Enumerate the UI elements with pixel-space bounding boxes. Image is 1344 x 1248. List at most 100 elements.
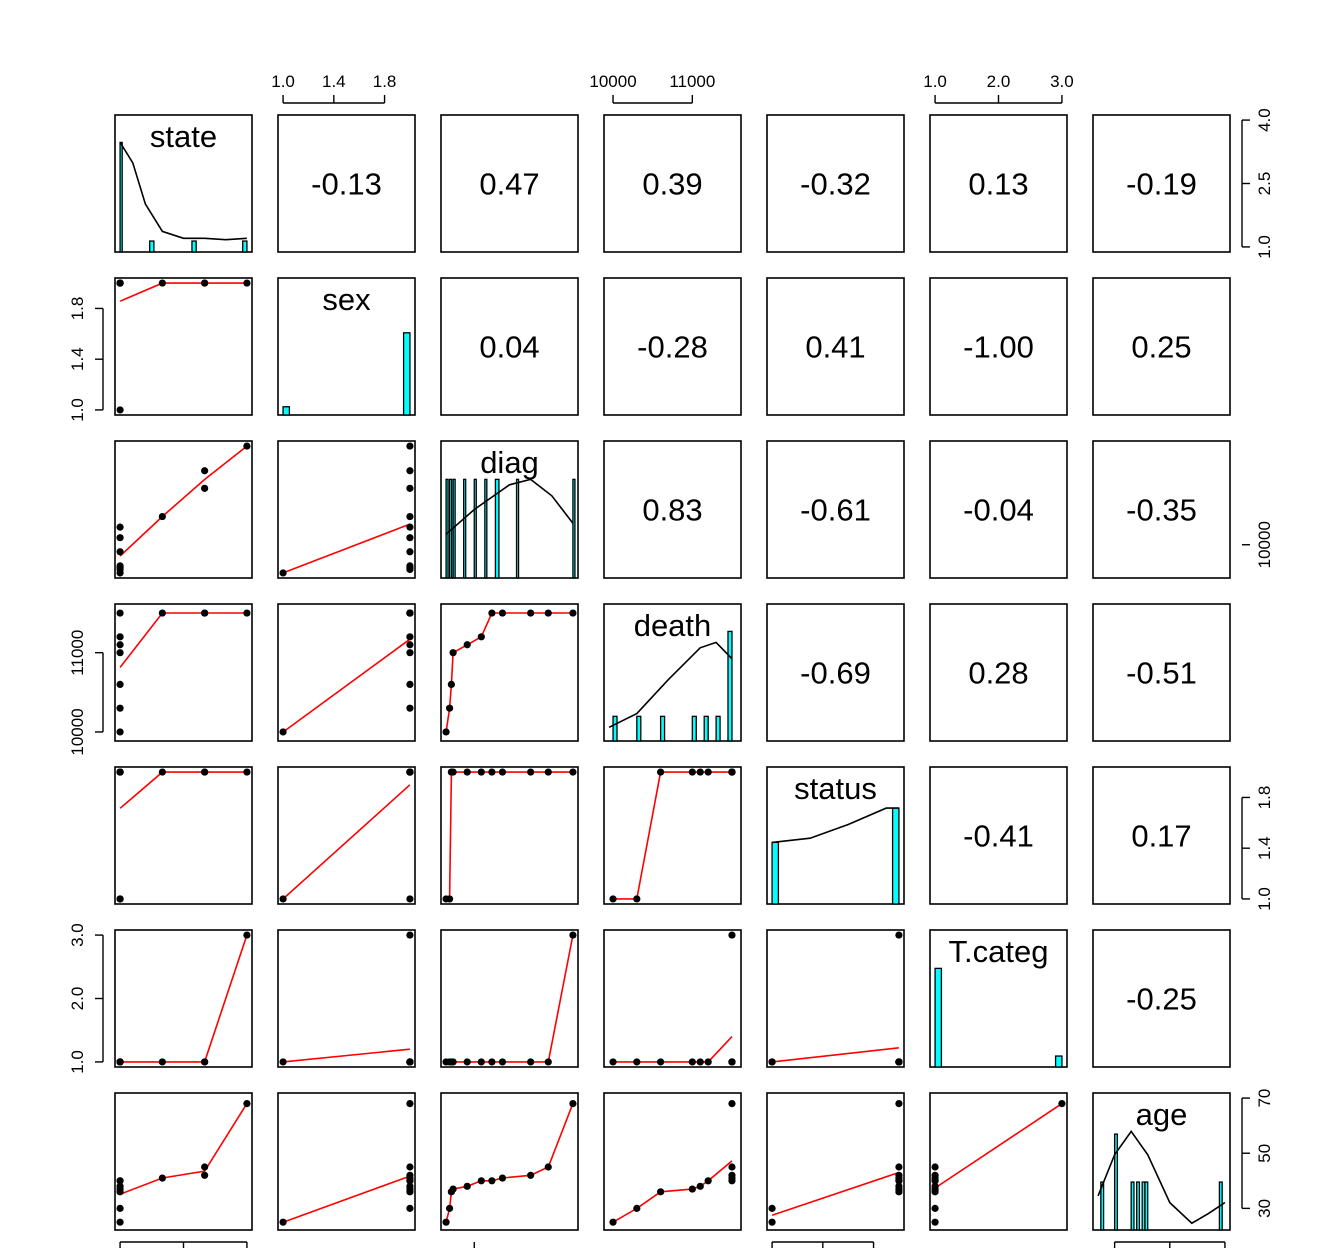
data-point: [609, 895, 617, 903]
panel-sex-sex: sex: [277, 277, 416, 416]
data-point: [477, 1177, 485, 1185]
panel-frame: [766, 114, 905, 253]
data-point: [463, 768, 471, 776]
data-point: [279, 1218, 287, 1226]
histogram-bar: [1054, 1055, 1063, 1068]
data-point: [657, 768, 665, 776]
panel-t-categ-age: -0.25: [1092, 929, 1231, 1068]
histogram-bar: [703, 715, 709, 742]
data-point: [116, 728, 124, 736]
data-point: [116, 548, 124, 556]
data-point: [406, 484, 414, 492]
data-point: [406, 609, 414, 617]
panel-status-diag: [440, 766, 579, 905]
data-point: [498, 1174, 507, 1182]
smooth-line: [119, 1103, 248, 1195]
data-point: [895, 1058, 903, 1066]
data-point: [498, 1058, 507, 1066]
panel-state-status: -0.32: [766, 114, 905, 253]
correlation-value: 0.83: [642, 493, 702, 528]
data-point: [527, 1058, 535, 1066]
correlation-value: -0.04: [963, 493, 1034, 528]
data-point: [442, 728, 450, 736]
data-point: [931, 1182, 939, 1190]
panel-t-categ-state: [114, 929, 253, 1068]
correlation-value: 0.39: [642, 167, 702, 202]
histogram-bar: [636, 715, 642, 742]
data-point: [406, 931, 414, 939]
tick-label: 1.0: [1255, 235, 1274, 259]
variable-label-sex: sex: [322, 282, 371, 317]
histogram-bar: [659, 715, 666, 742]
histogram-bar: [1144, 1181, 1149, 1231]
data-point: [768, 1058, 776, 1066]
x-axis-sex: 1.0 1.4 1.8: [271, 72, 396, 104]
panel-age-sex: [277, 1092, 416, 1231]
panel-frame: [1092, 277, 1231, 416]
data-point: [116, 680, 124, 688]
data-point: [895, 1163, 903, 1171]
histogram-bar: [473, 478, 477, 579]
tick-label: 10000: [68, 708, 87, 755]
data-point: [569, 609, 577, 617]
correlation-value: 0.13: [968, 167, 1028, 202]
data-point: [704, 1177, 712, 1185]
panel-diag-death: 0.83: [603, 440, 742, 579]
panel-status-t-categ: -0.41: [929, 766, 1068, 905]
data-point: [488, 1058, 496, 1066]
correlation-value: -0.61: [800, 493, 871, 528]
data-point: [116, 704, 124, 712]
data-point: [544, 1058, 552, 1066]
panel-t-categ-status: [766, 929, 905, 1068]
panel-frame: [1092, 766, 1231, 905]
smooth-line: [120, 934, 248, 1063]
data-point: [116, 1058, 124, 1066]
panel-age-age: age: [1092, 1092, 1231, 1231]
panel-status-state: [114, 766, 253, 905]
x-axis-diag: 10000: [473, 1242, 475, 1248]
panel-t-categ-sex: [277, 929, 416, 1068]
variable-label-diag: diag: [480, 445, 539, 480]
panel-diag-age: -0.35: [1092, 440, 1231, 579]
density-curve: [772, 807, 899, 844]
data-point: [728, 1163, 736, 1171]
smooth-line: [283, 1048, 410, 1063]
data-point: [728, 1171, 736, 1179]
data-point: [201, 1163, 209, 1171]
data-point: [498, 768, 507, 776]
panel-frame: [277, 766, 416, 905]
panel-age-status: [766, 1092, 905, 1231]
panel-frame: [766, 929, 905, 1068]
variable-label-death: death: [634, 608, 712, 643]
correlation-value: 0.28: [968, 656, 1028, 691]
panel-frame: [929, 766, 1068, 905]
smooth-line: [119, 282, 247, 302]
panel-age-state: [114, 1092, 253, 1231]
panel-frame: [277, 440, 416, 579]
histogram-bar: [612, 715, 618, 742]
tick-label: 11000: [669, 72, 715, 91]
panel-frame: [929, 929, 1068, 1068]
data-point: [406, 641, 414, 649]
data-point: [201, 768, 209, 776]
data-point: [449, 649, 457, 657]
tick-label: 30: [1255, 1199, 1274, 1218]
data-point: [279, 895, 287, 903]
histogram-bar: [515, 478, 520, 579]
panel-frame: [114, 929, 253, 1068]
panel-state-age: -0.19: [1092, 114, 1231, 253]
panel-age-diag: [440, 1092, 579, 1231]
data-point: [406, 1163, 414, 1171]
panel-frame: [603, 1092, 742, 1231]
data-point: [704, 1058, 712, 1066]
data-point: [477, 768, 485, 776]
data-point: [116, 768, 124, 776]
correlation-value: 0.25: [1131, 330, 1191, 365]
correlation-value: 0.47: [479, 167, 539, 202]
correlation-value: -0.28: [637, 330, 708, 365]
data-point: [201, 484, 209, 492]
variable-label-age: age: [1136, 1097, 1188, 1132]
data-point: [569, 931, 577, 939]
histogram-bar: [715, 715, 721, 742]
